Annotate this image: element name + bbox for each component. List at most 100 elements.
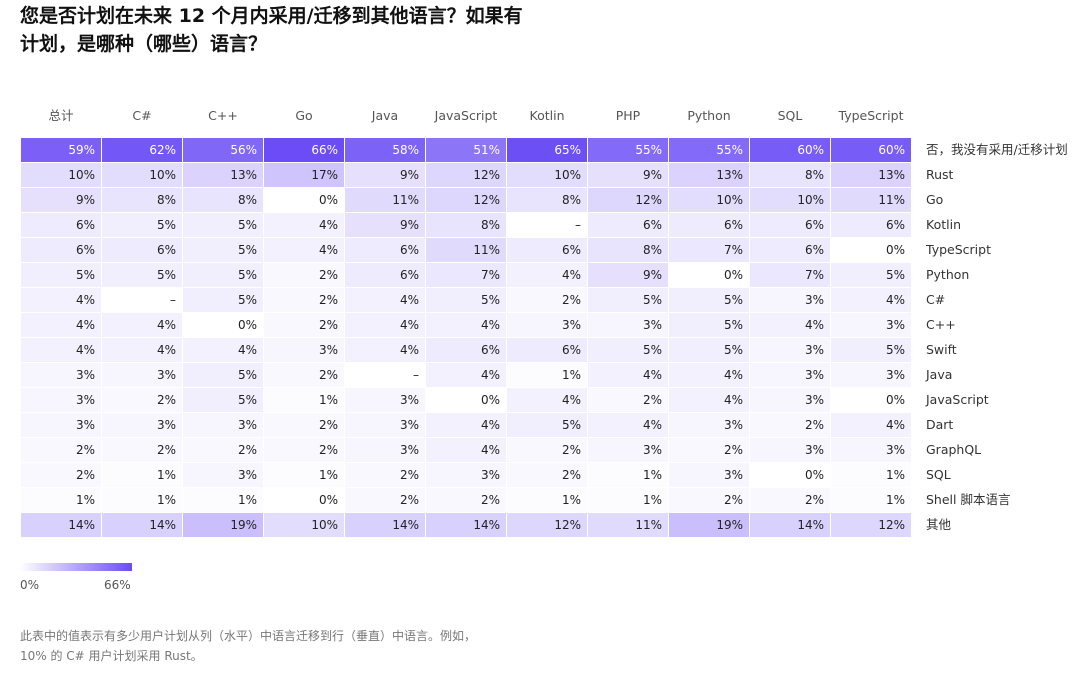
heatmap-cell: 6% (507, 338, 587, 362)
heatmap-cell: 5% (183, 213, 263, 237)
heatmap-cell: 55% (669, 138, 749, 162)
heatmap-cell: 4% (102, 313, 182, 337)
heatmap-cell: 7% (750, 263, 830, 287)
heatmap-cell: 0% (426, 388, 506, 412)
heatmap-cell: 5% (183, 288, 263, 312)
heatmap-cell: 5% (831, 338, 911, 362)
heatmap-cell: 14% (102, 513, 182, 537)
heatmap-cell: 11% (588, 513, 668, 537)
heatmap-cell: 62% (102, 138, 182, 162)
heatmap-cell: 3% (750, 338, 830, 362)
row-label: Shell 脚本语言 (926, 492, 1011, 507)
heatmap-cell: – (345, 363, 425, 387)
heatmap-cell: 2% (264, 313, 344, 337)
row-label: Python (926, 267, 970, 282)
column-header: Java (371, 108, 399, 123)
heatmap-cell: 1% (588, 463, 668, 487)
heatmap-cell: 3% (588, 313, 668, 337)
heatmap-cell: 5% (588, 288, 668, 312)
heatmap-cell: 2% (669, 488, 749, 512)
heatmap-cell: 4% (426, 438, 506, 462)
heatmap-cell: 3% (669, 463, 749, 487)
heatmap-cell: 6% (831, 213, 911, 237)
column-header: C++ (208, 108, 238, 123)
row-label: Java (926, 367, 953, 382)
heatmap-cell: 2% (507, 288, 587, 312)
heatmap-cell: 0% (669, 263, 749, 287)
heatmap-cell: 3% (426, 463, 506, 487)
heatmap-cell: 5% (669, 288, 749, 312)
heatmap-cell: 5% (183, 388, 263, 412)
row-label: 其他 (926, 517, 952, 532)
heatmap-cell: 8% (588, 238, 668, 262)
heatmap-cell: 10% (750, 188, 830, 212)
heatmap-cell: 6% (588, 213, 668, 237)
heatmap-cell: 6% (750, 213, 830, 237)
heatmap-cell: 13% (831, 163, 911, 187)
heatmap-cell: 5% (183, 363, 263, 387)
heatmap-cell: 2% (21, 438, 101, 462)
heatmap-cell: 17% (264, 163, 344, 187)
heatmap-cell: 3% (588, 438, 668, 462)
heatmap-cell: 5% (507, 413, 587, 437)
column-header: PHP (615, 108, 641, 123)
heatmap-cell: 12% (507, 513, 587, 537)
heatmap-cell: 5% (183, 238, 263, 262)
column-header: Python (687, 108, 731, 123)
heatmap-cell: 58% (345, 138, 425, 162)
heatmap-cell: 4% (21, 288, 101, 312)
chart-title: 您是否计划在未来 12 个月内采用/迁移到其他语言？如果有计划，是哪种（哪些）语… (20, 5, 523, 55)
heatmap-cell: 12% (426, 163, 506, 187)
heatmap-cell: 4% (426, 313, 506, 337)
heatmap-cell: 13% (669, 163, 749, 187)
heatmap-cell: 2% (264, 413, 344, 437)
heatmap-cell: 7% (669, 238, 749, 262)
heatmap-cell: 1% (264, 388, 344, 412)
heatmap-cell: 11% (345, 188, 425, 212)
heatmap-cell: 4% (21, 338, 101, 362)
heatmap-cell: 10% (21, 163, 101, 187)
column-header: SQL (777, 108, 803, 123)
heatmap-cell: 6% (669, 213, 749, 237)
heatmap-cell: 3% (507, 313, 587, 337)
heatmap-cell: 66% (264, 138, 344, 162)
heatmap-cell: 6% (750, 238, 830, 262)
heatmap-cell: 19% (183, 513, 263, 537)
heatmap-cell: 60% (831, 138, 911, 162)
heatmap-cell: 4% (831, 413, 911, 437)
heatmap-cell: 0% (264, 488, 344, 512)
row-label: Swift (926, 342, 957, 357)
heatmap-cell: 8% (183, 188, 263, 212)
heatmap-cell: 55% (588, 138, 668, 162)
heatmap-cell: 2% (345, 463, 425, 487)
heatmap-cell: 60% (750, 138, 830, 162)
heatmap-cell: 6% (21, 238, 101, 262)
heatmap-cell: 4% (507, 263, 587, 287)
heatmap-cell: – (102, 288, 182, 312)
heatmap-cell: 10% (669, 188, 749, 212)
row-label: SQL (926, 467, 951, 482)
scale-max-label: 66% (104, 578, 131, 592)
heatmap-cell: 10% (507, 163, 587, 187)
heatmap-cell: 2% (345, 488, 425, 512)
heatmap-cell: 1% (183, 488, 263, 512)
heatmap-cell: 5% (669, 313, 749, 337)
heatmap-cell: 3% (345, 438, 425, 462)
heatmap-cell: 14% (750, 513, 830, 537)
scale-min-label: 0% (20, 578, 40, 592)
heatmap-cell: 3% (21, 388, 101, 412)
heatmap-cell: – (507, 213, 587, 237)
heatmap-cell: 4% (750, 313, 830, 337)
column-header: Go (295, 108, 313, 123)
heatmap-cell: 0% (183, 313, 263, 337)
heatmap-cell: 9% (21, 188, 101, 212)
heatmap-cell: 4% (183, 338, 263, 362)
heatmap-cell: 3% (102, 363, 182, 387)
heatmap-cell: 10% (264, 513, 344, 537)
heatmap-cell: 5% (426, 288, 506, 312)
heatmap-cell: 1% (102, 488, 182, 512)
heatmap-cell: 9% (588, 263, 668, 287)
heatmap-cell: 3% (750, 363, 830, 387)
row-label: Go (926, 192, 944, 207)
heatmap-cell: 0% (831, 238, 911, 262)
